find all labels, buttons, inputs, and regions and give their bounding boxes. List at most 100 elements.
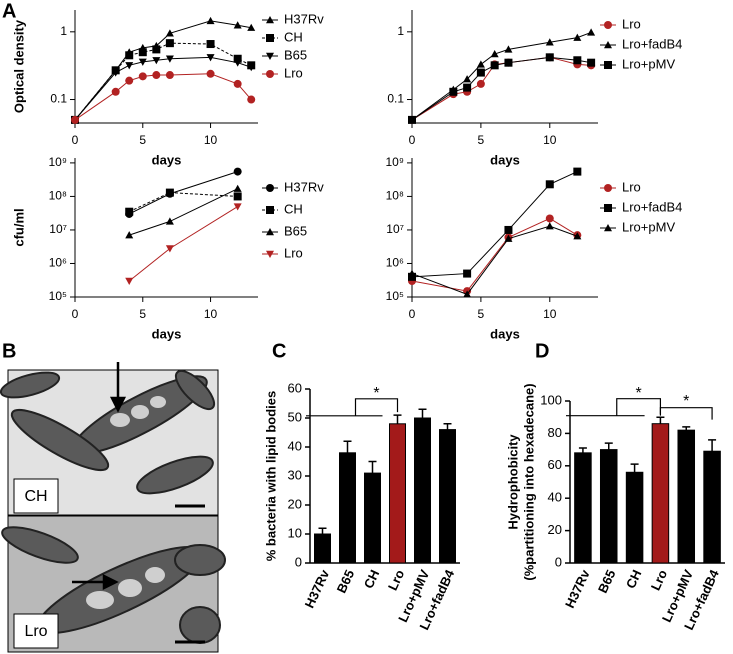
legend-marker (266, 16, 274, 24)
x-axis-label: days (490, 152, 520, 167)
x-tick-label: 10 (543, 307, 557, 321)
micrograph: CH Lro (0, 362, 226, 653)
marker (233, 184, 242, 192)
x-tick-label: 10 (204, 307, 218, 321)
y-tick-label: 0.1 (387, 92, 404, 106)
y-tick-label: 10⁷ (386, 222, 404, 236)
marker (545, 38, 554, 46)
y-tick-label: 30 (288, 467, 302, 482)
marker (247, 64, 256, 72)
error-bar (682, 426, 691, 431)
x-axis-label: days (490, 326, 520, 341)
series-line (128, 171, 238, 215)
y-tick-label: 10⁹ (49, 155, 68, 169)
marker (125, 277, 134, 286)
y-tick-label: 20 (288, 496, 302, 511)
bar (599, 449, 618, 564)
y-tick-label: 20 (548, 522, 562, 537)
series-line (411, 31, 592, 121)
bar (574, 452, 592, 564)
error-bar (393, 414, 402, 424)
legend-label: B65 (284, 47, 307, 62)
marker (545, 222, 554, 230)
bar (414, 417, 431, 564)
y-axis-label: Hydrophobicity (505, 434, 520, 530)
marker (233, 54, 242, 63)
series-line (128, 206, 238, 282)
series-line (129, 192, 238, 213)
series-line (74, 42, 252, 121)
x-tick-label: Lro (648, 567, 670, 592)
micrograph-label: CH (24, 488, 47, 505)
panel-label: D (535, 340, 549, 362)
legend-marker (266, 52, 274, 60)
legend-label: Lro (284, 245, 303, 260)
marker (152, 71, 161, 80)
marker (165, 71, 174, 80)
marker (125, 51, 134, 60)
bar (677, 429, 696, 564)
marker (573, 232, 582, 240)
error-bar (318, 527, 327, 534)
marker (490, 61, 499, 70)
lipid-bodies (86, 396, 166, 609)
marker (233, 79, 242, 88)
error-bar (578, 447, 587, 453)
marker (449, 87, 458, 96)
marker (206, 69, 215, 78)
y-tick-label: 100 (540, 392, 562, 407)
series-line (74, 20, 252, 121)
marker (490, 50, 499, 58)
label-box (13, 613, 59, 649)
legend-label: CH (284, 29, 303, 44)
marker (463, 290, 472, 298)
x-tick-label: 0 (72, 133, 79, 147)
bracket (659, 407, 713, 420)
y-tick-label: 80 (548, 425, 562, 440)
marker (463, 83, 472, 92)
bar (651, 423, 670, 564)
y-tick-label: 1 (397, 24, 404, 38)
bar (364, 472, 381, 564)
marker (247, 23, 256, 31)
panel-label: A (2, 0, 16, 22)
legend-label: Lro+fadB4 (622, 199, 682, 214)
legend-marker (604, 184, 612, 192)
error-bar (656, 416, 665, 424)
series-line (74, 56, 252, 121)
y-tick-label: 60 (288, 380, 302, 395)
y-tick-label: 40 (548, 490, 562, 505)
label-box (13, 478, 59, 514)
y-tick-label: 10⁸ (49, 189, 67, 203)
legend-label: H37Rv (284, 11, 324, 26)
legend-marker (266, 70, 274, 78)
marker (247, 95, 256, 104)
bar (314, 533, 331, 564)
x-tick-label: 0 (409, 307, 416, 321)
legend-label: Lro (284, 65, 303, 80)
marker (504, 45, 513, 53)
marker (545, 53, 554, 62)
bracket (306, 398, 399, 417)
y-tick-label: 0.1 (50, 92, 67, 106)
marker (545, 214, 554, 223)
legend-marker (604, 21, 612, 29)
x-tick-label: B65 (595, 567, 619, 595)
marker (545, 180, 554, 189)
series-line (411, 56, 592, 121)
marker (111, 69, 120, 77)
marker (165, 55, 174, 63)
marker (463, 75, 472, 83)
x-tick-label: 5 (478, 307, 485, 321)
marker (408, 269, 416, 277)
marker (125, 76, 134, 85)
x-axis-label: days (152, 152, 182, 167)
y-tick-label: 10⁵ (386, 289, 404, 303)
marker (165, 188, 174, 197)
panel-label: B (2, 340, 16, 362)
y-tick-label: 0 (295, 554, 302, 569)
marker (206, 54, 215, 62)
bar (703, 450, 721, 564)
legend-marker (604, 224, 612, 232)
